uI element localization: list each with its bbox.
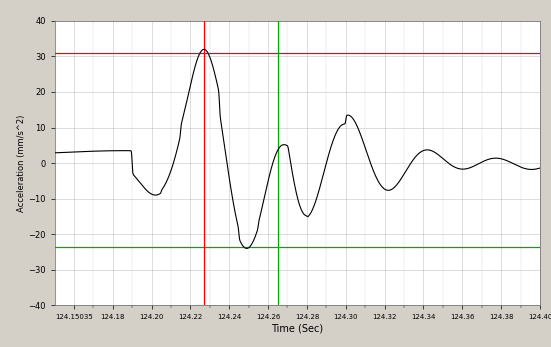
Y-axis label: Acceleration (mm/s^2): Acceleration (mm/s^2) — [17, 115, 26, 212]
X-axis label: Time (Sec): Time (Sec) — [272, 323, 323, 333]
